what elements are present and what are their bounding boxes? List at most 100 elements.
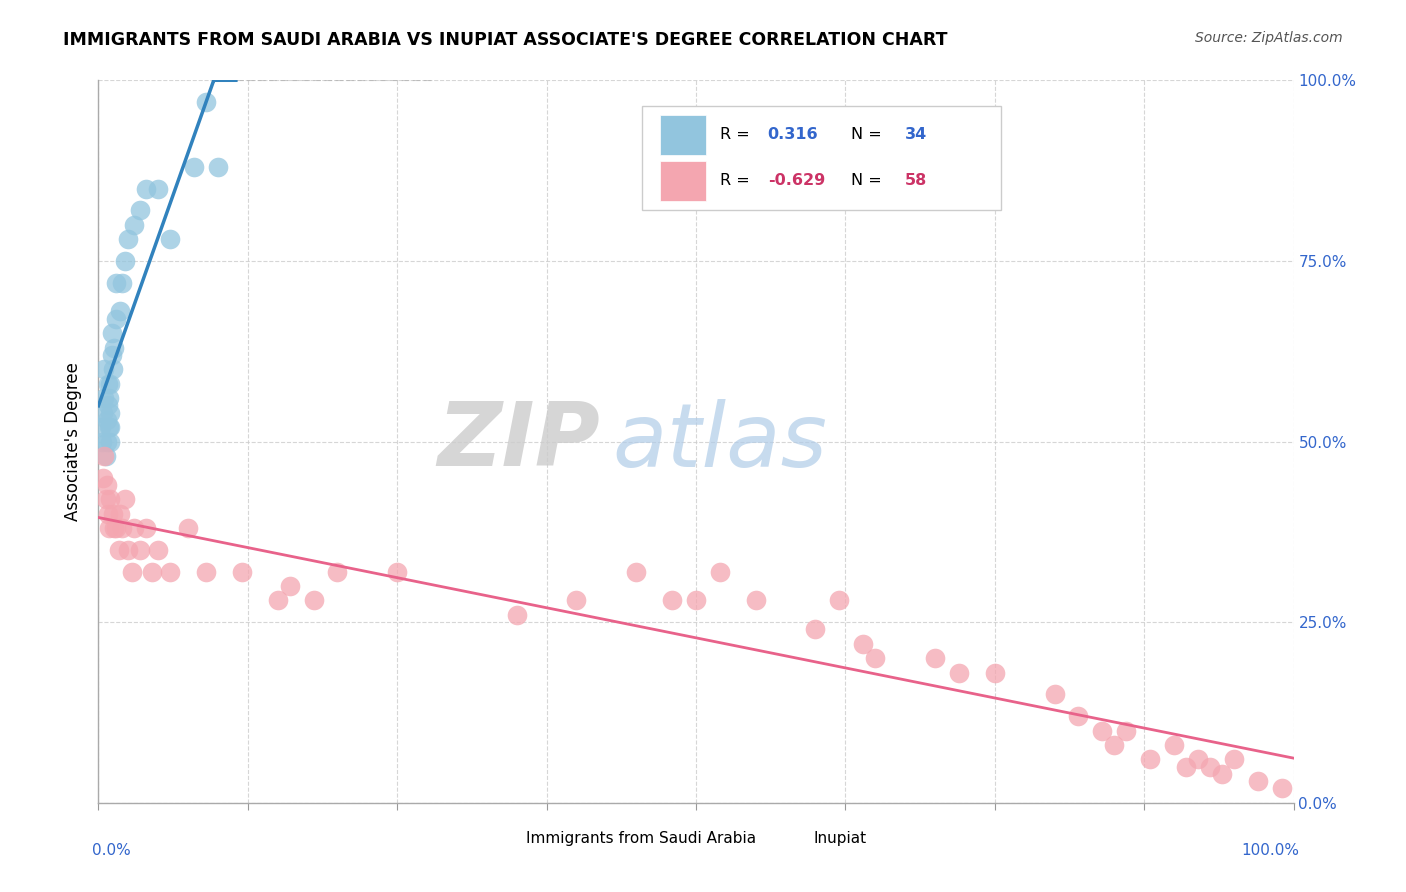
Point [159,232,181,246]
Point [709,565,731,579]
Point [1104,738,1126,752]
Point [117,542,139,557]
Point [129,542,152,557]
Text: N =: N = [852,128,887,143]
Point [93,362,115,376]
Y-axis label: Associate's Degree: Associate's Degree [65,362,83,521]
Point [1247,774,1270,789]
Point [111,521,134,535]
Point [865,651,887,665]
Text: 58: 58 [905,174,928,188]
Point [98,406,122,420]
Point [1175,760,1198,774]
Point [745,593,768,607]
Point [1211,767,1233,781]
Point [565,593,588,607]
Point [98,376,122,391]
Point [1187,752,1209,766]
Point [852,637,875,651]
Text: Source: ZipAtlas.com: Source: ZipAtlas.com [1195,31,1343,45]
FancyBboxPatch shape [643,105,1001,211]
Point [1043,687,1066,701]
Point [96,434,118,449]
Point [1199,760,1222,774]
Text: R =: R = [720,128,755,143]
Bar [786,828,811,848]
Point [97,398,120,412]
Point [105,276,128,290]
Point [1163,738,1185,752]
Point [108,507,131,521]
Point [91,470,114,484]
Point [117,232,139,246]
Point [626,565,648,579]
Point [135,182,157,196]
Point [278,579,301,593]
Text: Immigrants from Saudi Arabia: Immigrants from Saudi Arabia [526,830,756,846]
Point [101,362,124,376]
Text: 100.0%: 100.0% [1241,843,1299,857]
Point [948,665,970,680]
Point [105,521,128,535]
Text: N =: N = [852,174,887,188]
Point [195,95,218,109]
Point [94,492,117,507]
Point [93,391,115,405]
Point [98,492,122,507]
Point [91,434,114,449]
Point [661,593,683,607]
Point [97,507,120,521]
Point [326,565,349,579]
Point [177,521,200,535]
Text: IMMIGRANTS FROM SAUDI ARABIA VS INUPIAT ASSOCIATE'S DEGREE CORRELATION CHART: IMMIGRANTS FROM SAUDI ARABIA VS INUPIAT … [63,31,948,49]
Bar [661,161,706,201]
Point [105,311,128,326]
Point [135,521,157,535]
Point [159,565,181,579]
Point [183,160,205,174]
Point [148,182,170,196]
Point [100,348,122,362]
Text: 0.0%: 0.0% [93,843,131,857]
Point [96,413,118,427]
Point [1067,709,1090,723]
Point [121,565,143,579]
Point [101,507,124,521]
Point [93,449,115,463]
Point [506,607,529,622]
Point [302,593,325,607]
Point [98,434,122,449]
Point [107,542,129,557]
Point [94,449,117,463]
Point [195,565,218,579]
Point [804,623,827,637]
Point [207,160,229,174]
Text: R =: R = [720,174,755,188]
Point [828,593,851,607]
Text: 0.316: 0.316 [768,128,818,143]
Point [124,521,146,535]
Point [1091,723,1114,738]
Point [98,391,121,405]
Point [685,593,707,607]
Point [98,521,121,535]
Point [231,565,253,579]
Point [98,420,122,434]
Point [96,478,118,492]
Point [267,593,290,607]
Bar [661,115,706,155]
Point [90,420,112,434]
Point [103,521,125,535]
Text: 34: 34 [905,128,928,143]
Point [141,565,163,579]
Point [148,542,170,557]
Point [924,651,946,665]
Point [984,665,1007,680]
Text: atlas: atlas [613,399,827,484]
Text: Inupiat: Inupiat [813,830,866,846]
Point [385,565,409,579]
Point [1223,752,1246,766]
Point [1115,723,1137,738]
Point [1139,752,1161,766]
Point [111,276,134,290]
